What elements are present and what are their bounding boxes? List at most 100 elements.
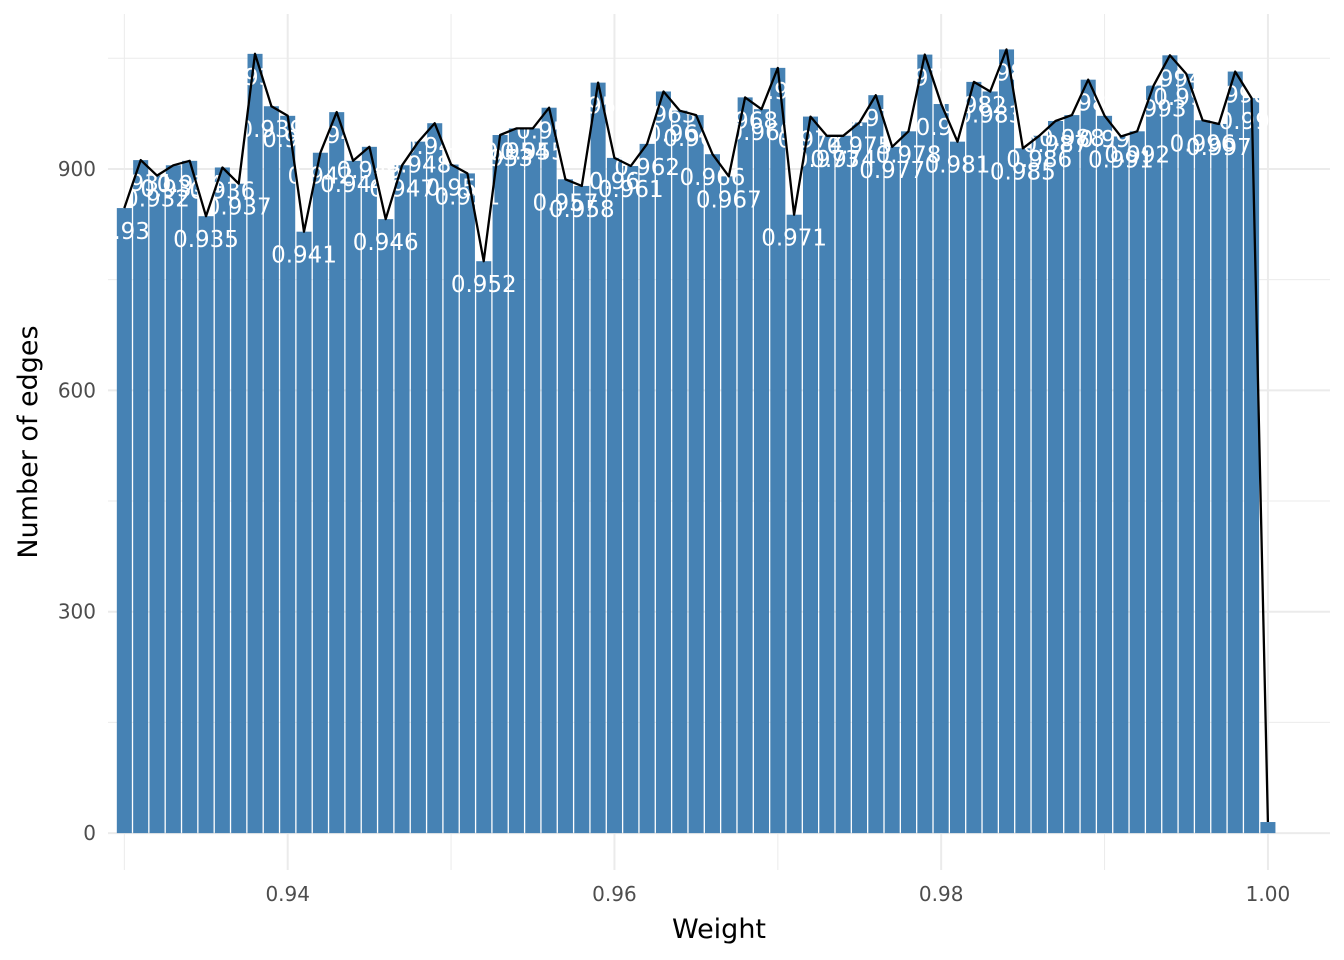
bar bbox=[1260, 822, 1276, 834]
bar bbox=[737, 97, 753, 834]
bar bbox=[214, 167, 230, 834]
bar-label: 0.935 bbox=[173, 227, 239, 253]
bar bbox=[410, 141, 426, 834]
bar bbox=[116, 208, 132, 834]
bar-label: 0.968 bbox=[712, 108, 778, 134]
bar-label: 0.986 bbox=[1006, 147, 1072, 173]
bar bbox=[606, 157, 622, 834]
bar bbox=[443, 164, 459, 834]
bar bbox=[574, 185, 590, 834]
bar bbox=[1048, 121, 1064, 834]
bar-label: 0.931 bbox=[108, 171, 174, 197]
bar-label: 0.989 bbox=[1055, 91, 1121, 117]
bar bbox=[1031, 135, 1047, 834]
x-tick-label: 1.00 bbox=[1246, 882, 1291, 906]
bar bbox=[1129, 131, 1145, 834]
bar-label: 0.993 bbox=[1121, 97, 1187, 123]
bar bbox=[345, 160, 361, 834]
bar-label: 0.946 bbox=[353, 230, 419, 256]
bar-labels: 0.930.9310.9320.9330.9340.9350.9360.9370… bbox=[99, 60, 1285, 298]
y-tick-label: 900 bbox=[58, 157, 96, 181]
bar bbox=[296, 231, 312, 834]
bar-label: 0.952 bbox=[451, 272, 517, 298]
bar bbox=[917, 54, 933, 834]
y-tick-label: 600 bbox=[58, 378, 96, 402]
bar bbox=[1080, 79, 1096, 834]
bar bbox=[312, 152, 328, 834]
bar bbox=[378, 219, 394, 834]
bar bbox=[688, 115, 704, 834]
bar-label: 0.938 bbox=[222, 65, 288, 91]
bar bbox=[459, 173, 475, 834]
bar-label: 0.972 bbox=[778, 128, 844, 154]
bar bbox=[950, 141, 966, 834]
bar-label: 0.997 bbox=[1186, 135, 1252, 161]
bar-label: 0.954 bbox=[483, 139, 549, 165]
bar bbox=[753, 109, 769, 834]
bar-label: 0.979 bbox=[892, 66, 958, 92]
bar bbox=[1195, 120, 1211, 834]
x-tick-label: 0.94 bbox=[265, 882, 310, 906]
bar bbox=[819, 135, 835, 834]
bar bbox=[1097, 115, 1113, 834]
bar bbox=[329, 112, 345, 834]
bar-label: 0.956 bbox=[516, 119, 582, 145]
bar bbox=[508, 128, 524, 834]
bar-label: 0.953 bbox=[467, 146, 533, 172]
bar bbox=[525, 128, 541, 834]
bar bbox=[133, 160, 149, 834]
bar-label: 0.965 bbox=[663, 126, 729, 152]
bar-label: 0.939 bbox=[238, 117, 304, 143]
bar-label: 0.99 bbox=[1079, 127, 1130, 153]
bar bbox=[149, 175, 165, 834]
trend-polyline bbox=[123, 48, 1270, 823]
bar-label: 0.963 bbox=[631, 102, 697, 128]
bars bbox=[116, 49, 1276, 834]
bar bbox=[639, 143, 655, 834]
bar bbox=[247, 53, 263, 834]
bar-label: 0.992 bbox=[1104, 142, 1170, 168]
bar bbox=[182, 160, 198, 834]
bar-label: 0.995 bbox=[1153, 85, 1219, 111]
bar bbox=[1015, 148, 1031, 834]
bar-label: 0.975 bbox=[827, 133, 893, 159]
bar-label: 0.962 bbox=[614, 155, 680, 181]
bar-label: 0.959 bbox=[565, 94, 631, 120]
bar bbox=[361, 146, 377, 834]
bar bbox=[541, 107, 557, 834]
y-axis-title: Number of edges bbox=[13, 325, 44, 558]
bar bbox=[492, 135, 508, 834]
x-axis-ticks: 0.94 0.96 0.98 1.00 bbox=[265, 882, 1290, 906]
bar bbox=[1244, 98, 1260, 834]
bar bbox=[476, 261, 492, 834]
bar bbox=[851, 122, 868, 834]
bar-label: 0.961 bbox=[598, 177, 664, 203]
y-axis-ticks: 0 300 600 900 bbox=[58, 157, 96, 845]
bar bbox=[1178, 73, 1194, 834]
trend-line bbox=[123, 48, 1270, 823]
bar-label: 0.987 bbox=[1023, 132, 1089, 158]
bar bbox=[999, 49, 1015, 834]
bar bbox=[655, 91, 671, 834]
bar-label: 0.932 bbox=[124, 187, 190, 213]
bar-label: 0.958 bbox=[549, 197, 615, 223]
bar bbox=[1064, 115, 1080, 834]
bar bbox=[165, 165, 181, 834]
bar bbox=[1113, 136, 1129, 834]
bar-label: 0.948 bbox=[385, 153, 451, 179]
bar bbox=[900, 131, 917, 834]
bar-label: 0.937 bbox=[206, 195, 272, 221]
bar-label: 0.955 bbox=[500, 139, 566, 165]
bar-label: 0.943 bbox=[304, 123, 370, 149]
bar-label: 0.957 bbox=[533, 190, 599, 216]
bar bbox=[263, 106, 279, 834]
bar bbox=[884, 146, 900, 834]
bar-label: 0.941 bbox=[271, 243, 337, 269]
bar-label: 0.96 bbox=[589, 169, 640, 195]
bar-label: 0.984 bbox=[974, 60, 1040, 86]
bar-label: 0.981 bbox=[925, 153, 991, 179]
bar-label: 0.97 bbox=[752, 79, 803, 105]
bar bbox=[704, 154, 720, 834]
bar bbox=[982, 91, 998, 834]
